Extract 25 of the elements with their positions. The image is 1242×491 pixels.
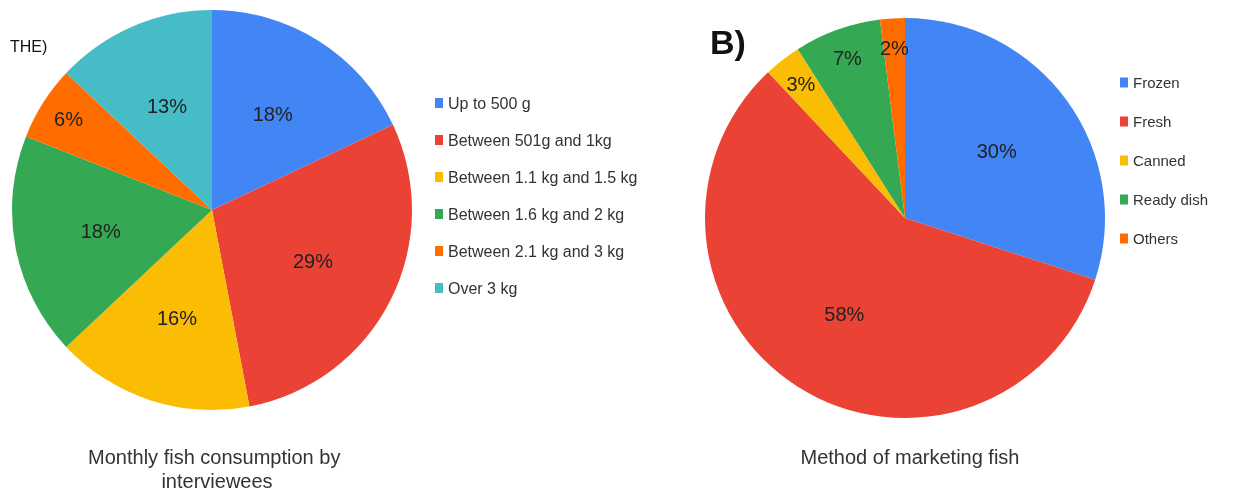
text: Monthly fish consumption by interviewees	[88, 446, 346, 491]
legend-label: Up to 500 g	[448, 94, 531, 112]
legend-label: Fresh	[1133, 113, 1172, 130]
legend-label: Between 501g and 1kg	[448, 131, 612, 149]
legend-label: Ready dish	[1133, 191, 1209, 208]
data-label: 7%	[832, 47, 863, 70]
text: B)	[710, 23, 746, 61]
data-label: 3%	[786, 72, 816, 95]
legend-label: Between 1.6 kg and 2 kg	[448, 205, 625, 223]
legend-label: Others	[1133, 230, 1179, 247]
data-label: 18%	[252, 103, 293, 126]
legend-label: Canned	[1133, 152, 1186, 169]
data-label: 29%	[292, 250, 334, 273]
data-label: 30%	[976, 140, 1017, 163]
data-label: 18%	[80, 220, 121, 243]
data-label: 6%	[54, 107, 84, 130]
legend-label: Between 1.1 kg and 1.5 kg	[448, 168, 638, 186]
data-label: 13%	[146, 95, 188, 118]
legend-label: Frozen	[1133, 74, 1180, 91]
legend-label: Between 2.1 kg and 3 kg	[448, 242, 625, 260]
legend-label: Over 3 kg	[448, 279, 518, 297]
text: THE)	[10, 37, 48, 55]
data-label: 16%	[156, 306, 198, 329]
data-label: 58%	[824, 302, 865, 325]
text: Method of marketing fish	[800, 446, 1020, 468]
